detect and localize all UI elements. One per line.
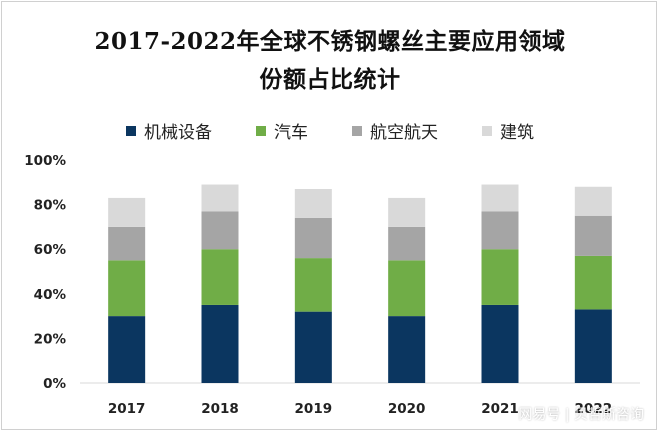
y-tick-label: 60% (34, 242, 67, 258)
bar-segment (294, 311, 332, 383)
bar-segment (574, 186, 612, 216)
bar-segment (481, 304, 519, 383)
legend-swatch-construction (482, 125, 492, 136)
bar-segment (574, 215, 612, 256)
bar-segment (201, 184, 239, 212)
legend-label-automotive: 汽车 (274, 123, 308, 143)
chart-title: 2017-2022年全球不锈钢螺丝主要应用领域 (94, 28, 566, 55)
bar-segment (388, 316, 426, 383)
legend-swatch-automotive (256, 125, 266, 136)
bar-segment (481, 211, 519, 250)
y-tick-label: 0% (43, 376, 66, 392)
x-tick-label: 2020 (388, 401, 426, 417)
x-tick-label: 2019 (295, 401, 333, 417)
legend-swatch-aerospace (352, 125, 362, 136)
bar-segment (294, 188, 332, 218)
bar-segment (108, 197, 146, 227)
y-tick-label: 40% (34, 287, 67, 303)
x-tick-label: 2021 (481, 401, 519, 417)
bar-segment (388, 260, 426, 317)
legend: 机械设备 汽车 航空航天 建筑 (0, 118, 660, 143)
bar-segment (294, 217, 332, 259)
x-tick-label: 2022 (575, 401, 613, 417)
legend-item-construction: 建筑 (482, 118, 534, 143)
watermark: 网易号 | 贝哲斯咨询 (518, 407, 644, 423)
legend-label-machinery: 机械设备 (144, 123, 212, 143)
legend-item-automotive: 汽车 (256, 118, 308, 143)
bar-segment (388, 197, 426, 227)
y-tick-label: 100% (24, 153, 66, 169)
bar-segment (108, 316, 146, 383)
bar-segment (201, 249, 239, 305)
x-tick-label: 2017 (108, 401, 146, 417)
bar-segment (201, 304, 239, 383)
chart-subtitle: 份额占比统计 (259, 66, 401, 93)
bar-segment (388, 226, 426, 261)
bar-segment (108, 226, 146, 261)
bar-segment (481, 249, 519, 305)
y-tick-label: 80% (34, 198, 67, 214)
bar-segment (574, 255, 612, 310)
legend-swatch-machinery (126, 125, 136, 136)
bar-segment (574, 309, 612, 383)
y-tick-label: 20% (34, 331, 67, 347)
legend-item-machinery: 机械设备 (126, 118, 212, 143)
bar-segment (294, 258, 332, 312)
bar-segment (108, 260, 146, 317)
bar-segment (481, 184, 519, 212)
bar-segment (201, 211, 239, 250)
legend-item-aerospace: 航空航天 (352, 118, 438, 143)
legend-label-aerospace: 航空航天 (370, 123, 438, 143)
x-tick-label: 2018 (201, 401, 239, 417)
legend-label-construction: 建筑 (500, 123, 534, 143)
